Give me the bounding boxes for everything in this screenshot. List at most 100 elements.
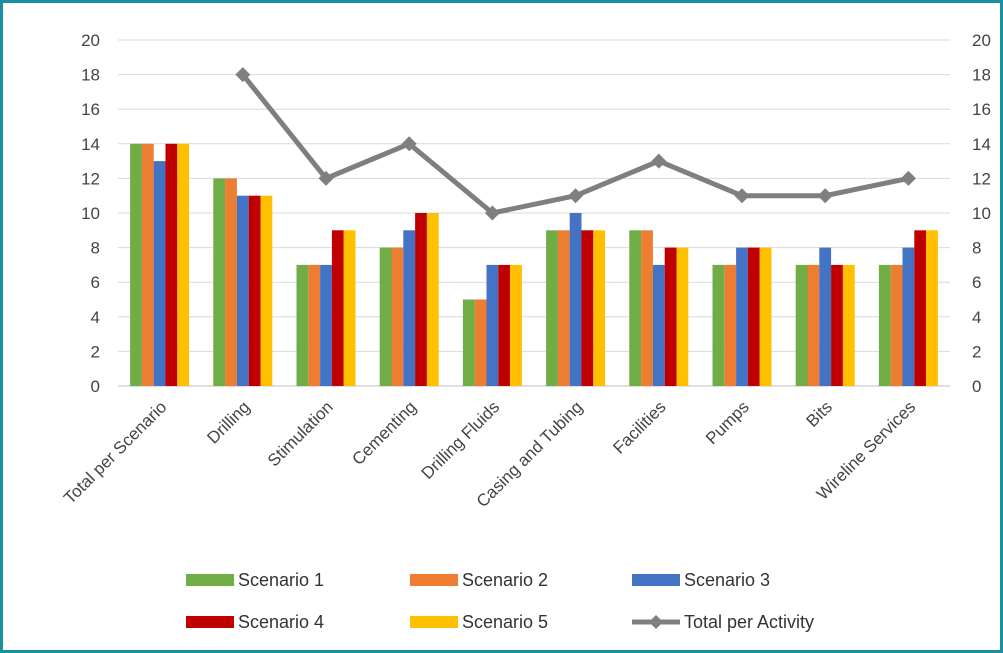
- bar: [546, 230, 558, 386]
- bar: [498, 264, 511, 386]
- x-tick-label: Pumps: [702, 397, 753, 448]
- bar: [652, 264, 665, 386]
- y-tick-label-left: 12: [81, 169, 100, 188]
- bar: [486, 264, 499, 386]
- bar: [391, 247, 404, 386]
- bar: [213, 178, 226, 386]
- bar: [581, 230, 594, 386]
- y-tick-label-left: 8: [91, 239, 100, 258]
- x-tick-label: Drilling: [203, 397, 253, 447]
- bar: [724, 264, 737, 386]
- y-tick-label-right: 6: [972, 273, 981, 292]
- legend-label: Total per Activity: [684, 612, 814, 632]
- legend-swatch: [186, 616, 234, 628]
- legend-swatch: [410, 616, 458, 628]
- x-tick-label: Facilities: [609, 397, 669, 457]
- y-tick-label-left: 0: [91, 377, 100, 396]
- line-marker: [734, 188, 750, 204]
- bar: [902, 247, 915, 386]
- y-tick-label-right: 14: [972, 135, 991, 154]
- bar: [426, 213, 439, 386]
- y-axis-right: 0 2 4 6 8 10 12 14 16 18 20: [972, 31, 991, 396]
- legend-label: Scenario 4: [238, 612, 324, 632]
- bar: [379, 247, 392, 386]
- legend-marker: [649, 615, 663, 629]
- y-tick-label-right: 16: [972, 100, 991, 119]
- bar: [759, 247, 772, 386]
- line-marker: [651, 153, 667, 169]
- y-tick-label-left: 14: [81, 135, 100, 154]
- bars: [130, 143, 938, 386]
- y-tick-label-right: 20: [972, 31, 991, 50]
- bar: [712, 264, 725, 386]
- bar: [225, 178, 237, 386]
- x-tick-label: Stimulation: [264, 397, 337, 470]
- line-marker: [401, 136, 417, 152]
- bar: [926, 230, 938, 386]
- y-tick-label-left: 2: [91, 342, 100, 361]
- bar: [296, 264, 309, 386]
- bar: [474, 299, 487, 386]
- bar: [819, 247, 832, 386]
- bar: [736, 247, 748, 386]
- y-tick-label-left: 16: [81, 100, 100, 119]
- legend: Scenario 1 Scenario 2 Scenario 3 Scenario 4…: [186, 570, 814, 632]
- legend-label: Scenario 3: [684, 570, 770, 590]
- bar: [795, 264, 808, 386]
- legend-label: Scenario 5: [462, 612, 548, 632]
- legend-swatch: [410, 574, 458, 586]
- legend-swatch: [186, 574, 234, 586]
- y-tick-label-left: 6: [91, 273, 100, 292]
- bar: [248, 195, 261, 386]
- line-series: [235, 67, 916, 221]
- bar: [462, 299, 475, 386]
- x-tick-label: Bits: [803, 397, 836, 430]
- x-tick-label: Total per Scenario: [60, 397, 170, 507]
- y-tick-label-left: 4: [91, 308, 100, 327]
- x-tick-label: Cementing: [348, 397, 420, 469]
- bar: [403, 230, 416, 386]
- bar: [153, 161, 166, 386]
- bar: [676, 247, 689, 386]
- y-tick-label-right: 18: [972, 66, 991, 85]
- y-tick-label-right: 0: [972, 377, 981, 396]
- y-tick-label-right: 12: [972, 169, 991, 188]
- line-marker: [900, 170, 916, 186]
- y-tick-label-right: 8: [972, 239, 981, 258]
- bar: [914, 230, 927, 386]
- bar: [747, 247, 760, 386]
- bar: [141, 143, 154, 386]
- bar: [236, 195, 249, 386]
- bar: [629, 230, 642, 386]
- bar: [165, 143, 178, 386]
- bar: [664, 247, 677, 386]
- bar: [177, 143, 190, 386]
- bar: [890, 264, 903, 386]
- bar: [878, 264, 891, 386]
- y-axis-left: 0 2 4 6 8 10 12 14 16 18 20: [81, 31, 100, 396]
- line-marker: [568, 188, 584, 204]
- legend-label: Scenario 2: [462, 570, 548, 590]
- bar: [569, 213, 582, 386]
- y-tick-label-right: 10: [972, 204, 991, 223]
- bar: [831, 264, 843, 386]
- bar: [557, 230, 570, 386]
- y-tick-label-left: 18: [81, 66, 100, 85]
- line-marker: [484, 205, 500, 221]
- bar: [807, 264, 820, 386]
- line-marker: [235, 67, 251, 83]
- y-tick-label-left: 10: [81, 204, 100, 223]
- line-marker: [318, 170, 334, 186]
- line-marker: [817, 188, 833, 204]
- bar: [593, 230, 606, 386]
- x-axis: Total per Scenario Drilling Stimulation Cem…: [60, 397, 919, 511]
- legend-swatch: [632, 574, 680, 586]
- bar: [510, 264, 522, 386]
- bar: [320, 264, 332, 386]
- bar: [308, 264, 321, 386]
- bar: [343, 230, 356, 386]
- y-tick-label-right: 4: [972, 308, 981, 327]
- bar: [130, 143, 142, 386]
- bar: [641, 230, 653, 386]
